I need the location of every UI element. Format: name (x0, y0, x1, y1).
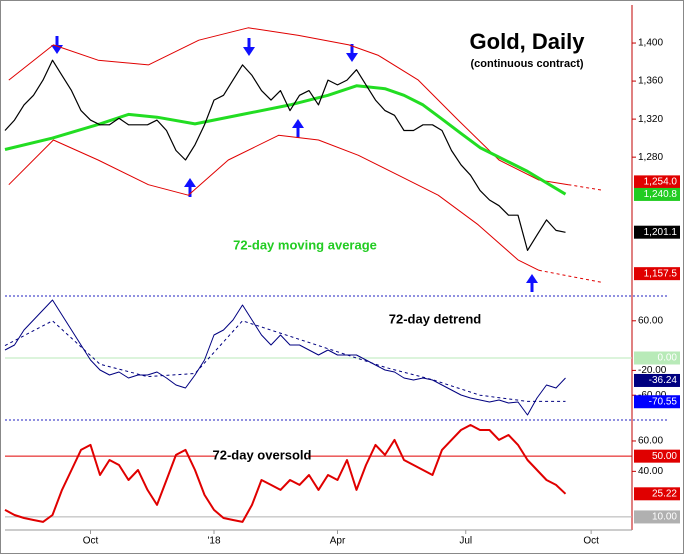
value-box (634, 175, 680, 189)
value-box-label: -70.55 (649, 396, 678, 407)
annotation: 72-day oversold (213, 447, 312, 462)
annotation-bg (216, 448, 308, 464)
value-box-label: 1,157.5 (644, 268, 678, 279)
y-tick-label: 1,320 (638, 114, 663, 125)
annotation: 72-day detrend (389, 311, 482, 326)
y-tick-label: -20.00 (638, 365, 667, 376)
value-box-label: 10.00 (652, 512, 677, 523)
y-tick-label: 60.00 (638, 315, 663, 326)
series-line (4, 59, 566, 251)
value-box-label: 0.00 (658, 353, 678, 364)
series-line (4, 299, 566, 416)
x-tick-label: Oct (583, 536, 599, 547)
chart-title: Gold, Daily (470, 29, 586, 54)
y-tick-label: 60.00 (638, 436, 663, 447)
value-box (634, 510, 680, 524)
value-box-label: 1,201.1 (644, 227, 678, 238)
series-line (4, 424, 567, 523)
arrows (51, 36, 538, 292)
value-box (634, 225, 680, 239)
value-box-label: 1,254.0 (644, 177, 678, 188)
value-box (634, 267, 680, 281)
value-box-label: 25.22 (652, 488, 677, 499)
y-tick-label: 40.00 (638, 466, 663, 477)
annotation: 72-day moving average (233, 237, 377, 252)
value-box (634, 395, 680, 409)
value-box (634, 351, 680, 365)
series-line (4, 84, 567, 196)
value-box (634, 373, 680, 387)
y-tick-label: 1,280 (638, 152, 663, 163)
series-line (8, 134, 540, 271)
x-tick-label: Apr (330, 536, 346, 547)
series-line (4, 320, 566, 402)
value-box-label: 50.00 (652, 451, 677, 462)
value-box (634, 187, 680, 201)
series-line (538, 269, 604, 284)
x-tick-label: Jul (459, 536, 472, 547)
value-box-label: 1,240.8 (644, 189, 678, 200)
value-box (634, 449, 680, 463)
y-tick-label: 1,400 (638, 38, 663, 49)
value-box-label: -36.24 (649, 375, 678, 386)
x-tick-label: Oct (83, 536, 99, 547)
value-box (634, 487, 680, 501)
x-tick-label: '18 (207, 536, 220, 547)
chart-subtitle: (continuous contract) (470, 58, 583, 70)
y-tick-label: 1,360 (638, 76, 663, 87)
